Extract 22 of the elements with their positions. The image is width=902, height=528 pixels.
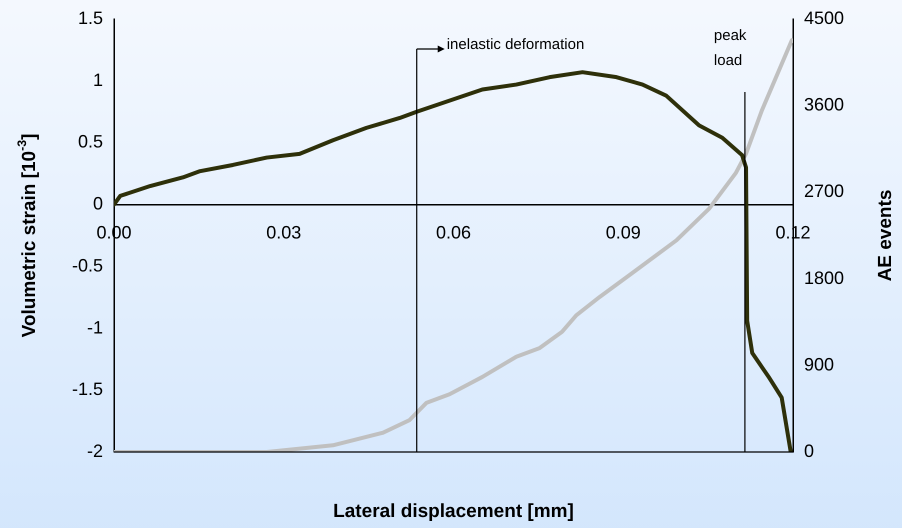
y2-tick-label: 2700 bbox=[804, 181, 844, 202]
y-axis-title: Volumetric strain [10-3] bbox=[14, 134, 40, 338]
y2-tick-label: 900 bbox=[804, 354, 834, 374]
y-tick-label: 1.5 bbox=[78, 8, 103, 28]
y-tick-label: -2 bbox=[86, 440, 103, 461]
x-tick-label: 0.06 bbox=[436, 222, 472, 242]
y-tick-label: 0.5 bbox=[78, 132, 103, 152]
x-tick-label: 0.03 bbox=[266, 222, 302, 242]
y-tick-label: 1 bbox=[92, 70, 103, 90]
y2-tick-label: 0 bbox=[804, 440, 814, 461]
ref-line-label: peak load bbox=[714, 27, 747, 70]
x-tick-label: 0.09 bbox=[606, 222, 641, 242]
x-axis-title: Lateral displacement [mm] bbox=[333, 501, 574, 522]
y-tick-label: -0.5 bbox=[72, 255, 103, 276]
y-tick-label: -1 bbox=[86, 317, 103, 338]
ref-line-label: inelastic deformation bbox=[446, 36, 584, 54]
y-tick-label: -1.5 bbox=[72, 379, 103, 400]
y2-axis-title: AE events bbox=[875, 190, 896, 282]
y2-tick-label: 4500 bbox=[804, 8, 844, 28]
y2-tick-label: 3600 bbox=[804, 94, 844, 115]
y-tick-label: 0 bbox=[92, 194, 103, 214]
y2-tick-label: 1800 bbox=[804, 268, 844, 288]
